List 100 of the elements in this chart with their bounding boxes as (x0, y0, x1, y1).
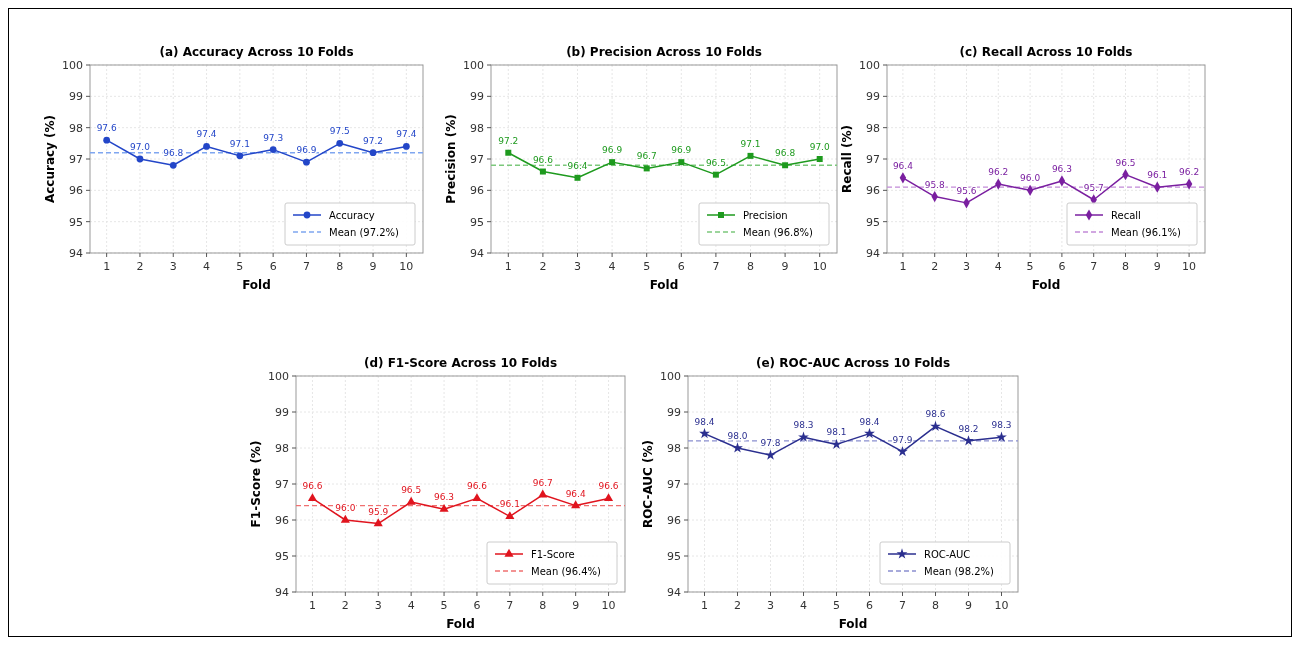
point (963, 435, 974, 446)
data-label: 97.1 (740, 138, 761, 149)
x-tick-label: 7 (302, 260, 310, 273)
x-tick-label: 7 (1090, 260, 1098, 273)
x-tick-label: 8 (1122, 260, 1129, 273)
x-tick-label: 5 (440, 599, 448, 612)
point (603, 493, 614, 502)
y-tick-label: 98 (866, 121, 880, 135)
x-tick-label: 10 (399, 260, 414, 273)
y-tick-label: 100 (859, 58, 880, 72)
y-tick-label: 95 (667, 549, 681, 563)
y-axis-title: ROC-AUC (%) (641, 439, 655, 529)
legend-label: Mean (97.2%) (329, 226, 400, 238)
data-label: 98.6 (925, 409, 946, 420)
chart-title: (c) Recall Across 10 Folds (959, 45, 1133, 59)
x-tick-label: 10 (601, 599, 616, 612)
point (732, 442, 743, 453)
x-tick-label: 2 (931, 260, 939, 273)
point (472, 493, 482, 502)
x-tick-label: 1 (504, 260, 512, 273)
data-label: 98.0 (727, 431, 748, 441)
point (340, 514, 350, 523)
legend-label: ROC-AUC (924, 548, 971, 560)
data-label: 98.3 (793, 420, 814, 431)
data-label: 98.4 (694, 416, 715, 427)
data-label: 97.9 (892, 434, 913, 445)
y-tick-label: 98 (69, 121, 83, 135)
data-label: 95.9 (368, 506, 389, 517)
y-tick-label: 99 (275, 405, 289, 419)
point (203, 143, 210, 150)
point (539, 168, 546, 175)
point (816, 156, 823, 162)
point (373, 518, 383, 527)
point (864, 427, 875, 439)
point (307, 493, 318, 502)
x-tick-label: 1 (103, 260, 111, 273)
y-tick-label: 97 (866, 152, 880, 166)
point (406, 496, 416, 505)
data-label: 96.4 (565, 488, 586, 499)
x-tick-label: 2 (341, 599, 349, 612)
data-label: 96.6 (532, 154, 554, 165)
data-label: 97.3 (263, 132, 284, 143)
data-label: 96.9 (671, 145, 692, 156)
point (336, 139, 344, 147)
point (897, 445, 908, 457)
data-label: 96.8 (775, 148, 796, 159)
point (699, 427, 710, 439)
data-label: 96.4 (892, 160, 914, 171)
legend-label: Recall (1111, 209, 1141, 221)
data-label: 96.7 (532, 477, 553, 488)
point (765, 449, 776, 460)
legend-label: Accuracy (329, 209, 375, 221)
data-label: 97.0 (129, 142, 151, 152)
point (236, 152, 244, 160)
point (136, 155, 144, 163)
y-axis-title: Accuracy (%) (43, 114, 57, 204)
data-label: 98.1 (826, 427, 847, 438)
x-tick-label: 7 (712, 260, 720, 273)
legend-label: Precision (743, 209, 788, 221)
y-tick-label: 94 (69, 246, 83, 260)
data-label: 95.8 (924, 179, 945, 190)
data-label: 96.5 (1115, 157, 1136, 168)
x-tick-label: 5 (833, 599, 840, 612)
y-axis-title: Precision (%) (444, 114, 458, 204)
x-tick-label: 4 (994, 260, 1002, 273)
x-tick-label: 3 (767, 599, 774, 612)
data-label: 97.4 (196, 129, 217, 140)
y-tick-label: 98 (667, 441, 681, 455)
x-tick-label: 2 (539, 260, 547, 273)
data-label: 96.6 (466, 481, 488, 492)
point (609, 159, 616, 166)
x-tick-label: 8 (747, 260, 754, 273)
legend-label: Mean (96.8%) (743, 226, 814, 238)
x-axis-title: Fold (649, 278, 679, 292)
point (782, 162, 789, 169)
y-tick-label: 98 (275, 441, 289, 455)
legend-label: Mean (98.2%) (924, 565, 995, 577)
x-tick-label: 6 (866, 599, 873, 612)
legend-label: F1-Score (531, 548, 575, 560)
x-tick-label: 4 (608, 260, 616, 273)
data-label: 96.6 (302, 481, 323, 492)
data-label: 98.3 (991, 420, 1012, 431)
x-tick-label: 7 (899, 599, 906, 612)
x-tick-label: 10 (812, 260, 827, 273)
x-tick-label: 1 (701, 599, 708, 612)
legend-label: Mean (96.1%) (1111, 226, 1182, 238)
point (303, 158, 310, 166)
x-tick-label: 6 (269, 260, 277, 273)
data-label: 95.6 (956, 185, 977, 196)
x-axis-title: Fold (446, 617, 475, 631)
x-tick-label: 9 (572, 599, 580, 612)
point (505, 149, 512, 156)
x-tick-label: 8 (336, 260, 344, 273)
x-tick-label: 8 (539, 599, 547, 612)
y-tick-label: 96 (866, 184, 880, 198)
point (747, 152, 754, 159)
y-tick-label: 99 (470, 90, 484, 104)
data-label: 96.0 (1020, 173, 1041, 184)
data-label: 96.4 (567, 160, 588, 171)
legend-label: Mean (96.4%) (531, 565, 602, 577)
